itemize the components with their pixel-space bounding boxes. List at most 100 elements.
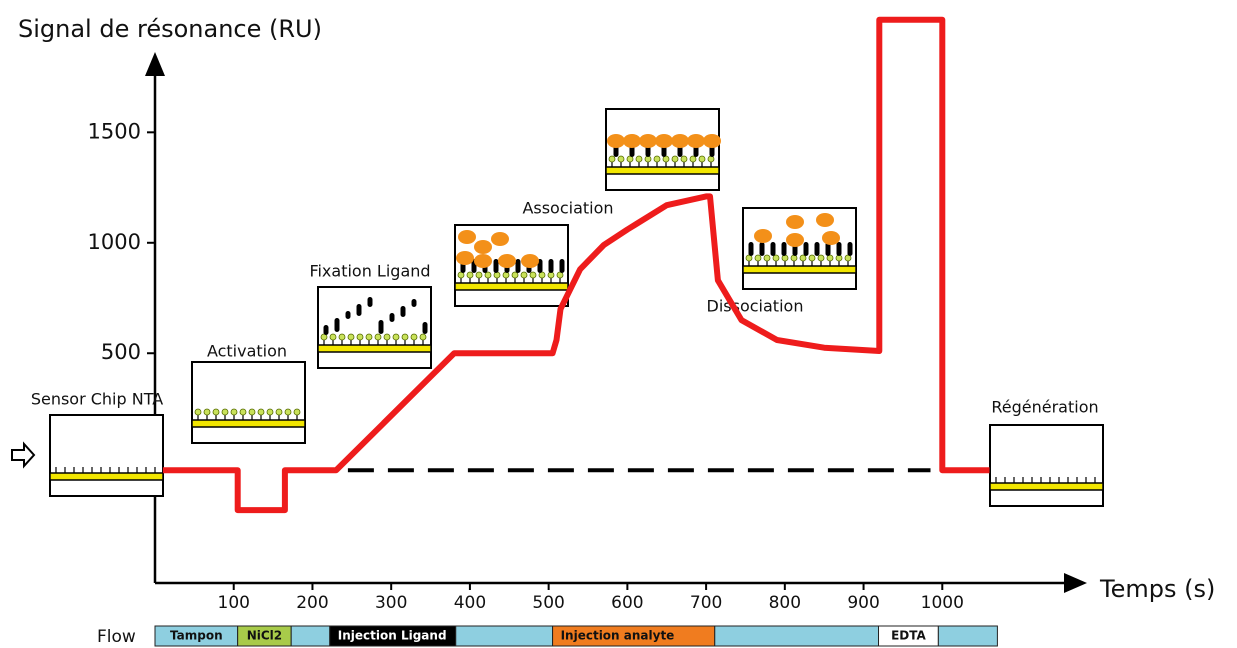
ligand bbox=[759, 242, 765, 256]
gold-layer bbox=[605, 166, 720, 175]
ni-star bbox=[230, 408, 238, 416]
ligand bbox=[367, 297, 373, 307]
analyte bbox=[607, 134, 625, 148]
analyte bbox=[521, 254, 539, 268]
x-tick-label: 700 bbox=[690, 593, 722, 613]
flow-segment-label: Injection Ligand bbox=[338, 629, 447, 643]
ni-star bbox=[239, 408, 247, 416]
x-tick-label: 800 bbox=[769, 593, 801, 613]
pictogram bbox=[317, 286, 432, 369]
ligand bbox=[770, 242, 776, 256]
gold-layer bbox=[454, 282, 569, 291]
ligand bbox=[378, 320, 384, 334]
flow-segment-label: EDTA bbox=[891, 629, 926, 643]
ni-star bbox=[275, 408, 283, 416]
ni-star bbox=[338, 333, 346, 341]
analyte bbox=[498, 254, 516, 268]
analyte bbox=[703, 134, 721, 148]
pictogram bbox=[49, 414, 164, 497]
ni-star bbox=[194, 408, 202, 416]
flow-segment bbox=[937, 625, 998, 647]
ligand bbox=[814, 242, 820, 256]
flow-segment-label: Tampon bbox=[170, 629, 223, 643]
ni-star bbox=[374, 333, 382, 341]
analyte bbox=[655, 134, 673, 148]
flow-segment bbox=[290, 625, 331, 647]
analyte bbox=[456, 251, 474, 265]
analyte bbox=[786, 215, 804, 229]
ni-star bbox=[763, 254, 771, 262]
ni-star bbox=[790, 254, 798, 262]
analyte bbox=[458, 230, 476, 244]
ni-star bbox=[698, 155, 706, 163]
ni-star bbox=[293, 408, 301, 416]
flow-arrow-icon bbox=[11, 441, 36, 469]
ni-star bbox=[808, 254, 816, 262]
gold-layer bbox=[742, 265, 857, 274]
ligand bbox=[400, 306, 406, 317]
analyte bbox=[786, 233, 804, 247]
ni-star bbox=[221, 408, 229, 416]
pictogram-box bbox=[49, 414, 164, 497]
ni-star bbox=[347, 333, 355, 341]
ni-star bbox=[257, 408, 265, 416]
ni-star bbox=[799, 254, 807, 262]
x-tick-label: 300 bbox=[375, 593, 407, 613]
y-axis-title: Signal de résonance (RU) bbox=[18, 15, 322, 43]
x-tick-label: 200 bbox=[296, 593, 328, 613]
ni-star bbox=[511, 271, 519, 279]
x-tick-label: 100 bbox=[218, 593, 250, 613]
signal-line bbox=[162, 16, 990, 514]
analyte bbox=[639, 134, 657, 148]
ni-star bbox=[707, 155, 715, 163]
ligand bbox=[836, 242, 842, 256]
x-tick-label: 500 bbox=[532, 593, 564, 613]
ni-star bbox=[329, 333, 337, 341]
pictogram-box bbox=[989, 424, 1104, 507]
ligand bbox=[781, 242, 787, 256]
ni-star bbox=[484, 271, 492, 279]
pictogram bbox=[989, 424, 1104, 507]
ni-star bbox=[493, 271, 501, 279]
ligand bbox=[825, 242, 831, 256]
ligand bbox=[323, 325, 329, 335]
flow-segment bbox=[455, 625, 554, 647]
ni-star bbox=[248, 408, 256, 416]
gold-layer bbox=[989, 482, 1104, 491]
ligand bbox=[493, 259, 499, 273]
ligand bbox=[334, 318, 340, 332]
ni-star bbox=[680, 155, 688, 163]
ligand bbox=[422, 322, 428, 334]
ligand bbox=[548, 259, 554, 273]
ni-star bbox=[383, 333, 391, 341]
pictogram-label: Régénération bbox=[991, 398, 1098, 417]
flow-segment bbox=[714, 625, 880, 647]
pictogram-label: Association bbox=[522, 199, 613, 218]
ni-star bbox=[284, 408, 292, 416]
ni-star bbox=[419, 333, 427, 341]
x-tick-label: 400 bbox=[454, 593, 486, 613]
ni-star bbox=[410, 333, 418, 341]
ligand bbox=[389, 313, 395, 322]
ni-star bbox=[203, 408, 211, 416]
ni-star bbox=[475, 271, 483, 279]
x-tick-label: 1000 bbox=[921, 593, 964, 613]
ligand bbox=[411, 299, 417, 307]
analyte bbox=[816, 213, 834, 227]
analyte bbox=[474, 240, 492, 254]
gold-layer bbox=[49, 472, 164, 481]
gold-layer bbox=[191, 419, 306, 428]
ligand bbox=[847, 242, 853, 256]
ni-star bbox=[781, 254, 789, 262]
pictogram-box bbox=[191, 361, 306, 444]
ligand bbox=[559, 259, 565, 273]
ligand bbox=[515, 259, 521, 273]
y-tick-label: 500 bbox=[101, 340, 141, 364]
analyte bbox=[491, 232, 509, 246]
pictogram bbox=[742, 207, 857, 290]
ni-star bbox=[466, 271, 474, 279]
ni-star bbox=[520, 271, 528, 279]
y-arrow bbox=[145, 52, 165, 76]
y-tick-label: 1500 bbox=[88, 119, 141, 143]
